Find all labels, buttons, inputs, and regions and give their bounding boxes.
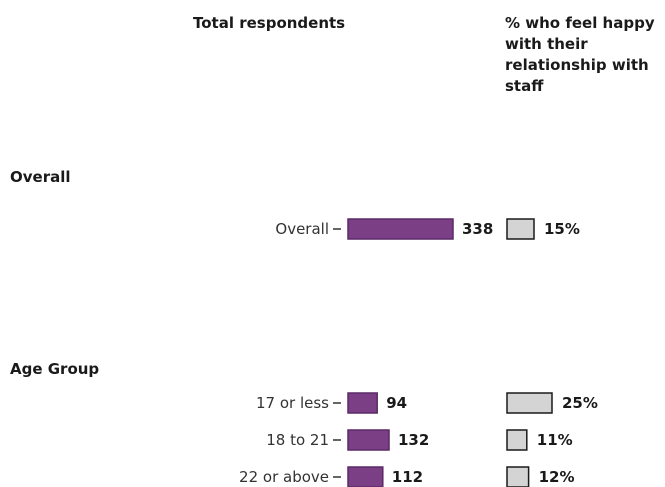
pct-value-label: 12% bbox=[539, 468, 575, 486]
total-bar bbox=[347, 392, 378, 414]
category-label: Overall bbox=[275, 220, 329, 238]
section-title: Overall bbox=[10, 168, 71, 186]
pct-value-label: 11% bbox=[537, 431, 573, 449]
pct-bar bbox=[506, 429, 528, 451]
header-pct-line-1: % who feel happy bbox=[505, 14, 655, 32]
total-value-label: 112 bbox=[392, 468, 423, 486]
total-value-label: 132 bbox=[398, 431, 429, 449]
pct-value-label: 25% bbox=[562, 394, 598, 412]
pct-bar bbox=[506, 392, 553, 414]
total-value-label: 94 bbox=[386, 394, 407, 412]
pct-bar bbox=[506, 218, 535, 240]
total-bar bbox=[347, 218, 454, 240]
header-total-respondents: Total respondents bbox=[193, 14, 345, 32]
total-value-label: 338 bbox=[462, 220, 493, 238]
chart-marks: Overall Overall 338 15% Age Group 17 or less 9… bbox=[10, 168, 598, 487]
header-pct-line-3: relationship with bbox=[505, 56, 649, 74]
pct-value-label: 15% bbox=[544, 220, 580, 238]
pct-bar bbox=[506, 466, 530, 487]
section-title: Age Group bbox=[10, 360, 99, 378]
total-bar bbox=[347, 429, 390, 451]
category-label: 22 or above bbox=[239, 468, 329, 486]
category-label: 18 to 21 bbox=[266, 431, 329, 449]
header-pct-line-2: with their bbox=[505, 35, 588, 53]
total-bar bbox=[347, 466, 384, 487]
header-pct-line-4: staff bbox=[505, 77, 544, 95]
category-label: 17 or less bbox=[256, 394, 329, 412]
